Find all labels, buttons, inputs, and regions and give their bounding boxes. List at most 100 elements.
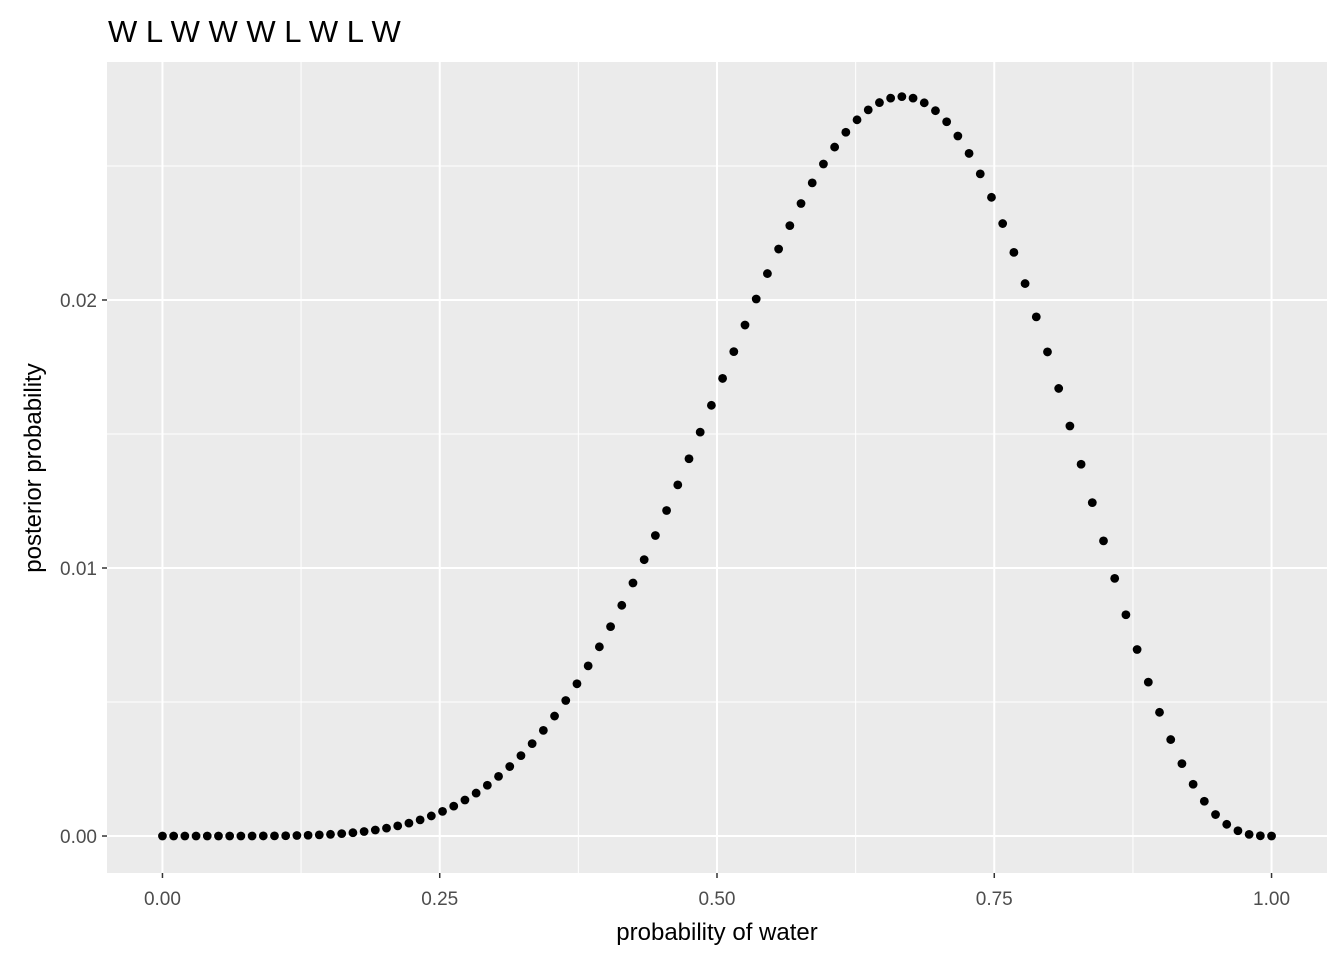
- data-point: [807, 178, 817, 188]
- data-point: [863, 105, 873, 115]
- data-point: [471, 788, 481, 798]
- data-point: [1054, 384, 1064, 393]
- data-point: [751, 294, 761, 304]
- data-point: [1020, 279, 1030, 288]
- data-point: [830, 142, 840, 152]
- data-point: [494, 771, 503, 781]
- data-point: [639, 555, 649, 565]
- data-point: [1043, 347, 1052, 357]
- data-point: [516, 751, 526, 761]
- data-point: [348, 828, 358, 838]
- data-point: [1155, 707, 1164, 717]
- data-point: [897, 92, 907, 102]
- data-point: [1211, 810, 1220, 819]
- data-point: [247, 831, 257, 841]
- x-tick-label: 0.00: [144, 889, 181, 910]
- data-point: [1177, 759, 1187, 769]
- data-point: [594, 642, 604, 652]
- data-point: [292, 831, 302, 840]
- data-point: [415, 815, 425, 825]
- data-point: [841, 127, 851, 137]
- x-axis-ticks: 0.00 0.25 0.50 0.75 1.00: [144, 873, 1290, 910]
- data-point: [359, 827, 369, 836]
- data-point: [314, 830, 324, 840]
- data-point: [684, 454, 694, 464]
- data-point: [337, 829, 347, 839]
- data-point: [438, 806, 447, 816]
- data-point: [774, 244, 784, 254]
- data-point: [1255, 831, 1265, 841]
- data-point: [460, 795, 470, 805]
- data-point: [191, 831, 201, 841]
- data-point: [729, 347, 739, 356]
- data-point: [617, 600, 627, 610]
- data-point: [202, 831, 212, 841]
- y-tick-label: 0.02: [60, 291, 97, 312]
- data-point: [236, 831, 246, 841]
- data-point: [449, 801, 459, 811]
- data-point: [550, 711, 559, 721]
- data-point: [527, 739, 537, 748]
- data-point: [695, 427, 705, 437]
- data-point: [426, 811, 436, 821]
- data-point: [1076, 459, 1086, 469]
- data-point: [975, 169, 985, 179]
- y-axis-title: posterior probability: [20, 363, 47, 572]
- data-point: [763, 269, 772, 278]
- data-point: [740, 320, 750, 330]
- data-point: [718, 374, 728, 383]
- x-axis-title: probability of water: [616, 919, 817, 946]
- data-point: [706, 400, 716, 410]
- data-point: [819, 159, 828, 169]
- data-point: [953, 131, 963, 141]
- data-point: [1166, 735, 1176, 744]
- data-point: [583, 661, 593, 671]
- data-point: [796, 199, 806, 208]
- data-point: [919, 98, 929, 108]
- data-point: [281, 831, 291, 841]
- data-point: [1267, 831, 1276, 841]
- data-point: [572, 679, 582, 689]
- data-point: [1143, 677, 1153, 687]
- data-point: [852, 115, 862, 125]
- data-point: [214, 831, 223, 841]
- data-point: [875, 98, 884, 107]
- data-point: [628, 578, 638, 588]
- data-point: [1065, 421, 1075, 431]
- data-point: [1132, 645, 1142, 654]
- data-point: [561, 696, 571, 705]
- data-point: [180, 831, 190, 841]
- data-points: [158, 92, 1276, 841]
- data-point: [326, 829, 335, 839]
- data-point: [987, 192, 996, 202]
- x-tick-label: 1.00: [1253, 889, 1290, 910]
- data-point: [1031, 312, 1041, 322]
- data-point: [303, 830, 313, 840]
- data-point: [393, 821, 403, 831]
- data-point: [1199, 796, 1209, 806]
- data-point: [931, 106, 940, 116]
- y-tick-label: 0.00: [60, 827, 97, 848]
- data-point: [482, 780, 492, 790]
- data-point: [505, 762, 515, 771]
- data-point: [1121, 610, 1131, 620]
- data-point: [908, 93, 918, 103]
- data-point: [1222, 819, 1232, 829]
- y-tick-label: 0.01: [60, 559, 97, 580]
- data-point: [1233, 826, 1243, 836]
- data-point: [606, 622, 615, 632]
- data-point: [1099, 536, 1108, 546]
- data-point: [270, 831, 279, 841]
- data-point: [1188, 779, 1198, 789]
- data-point: [1087, 498, 1097, 508]
- data-point: [998, 219, 1008, 228]
- data-point: [964, 149, 974, 158]
- data-point: [942, 117, 952, 127]
- data-point: [785, 221, 795, 231]
- x-tick-label: 0.50: [699, 889, 736, 910]
- data-point: [650, 531, 660, 540]
- data-point: [538, 726, 548, 735]
- y-axis-ticks: 0.00 0.01 0.02: [60, 291, 107, 848]
